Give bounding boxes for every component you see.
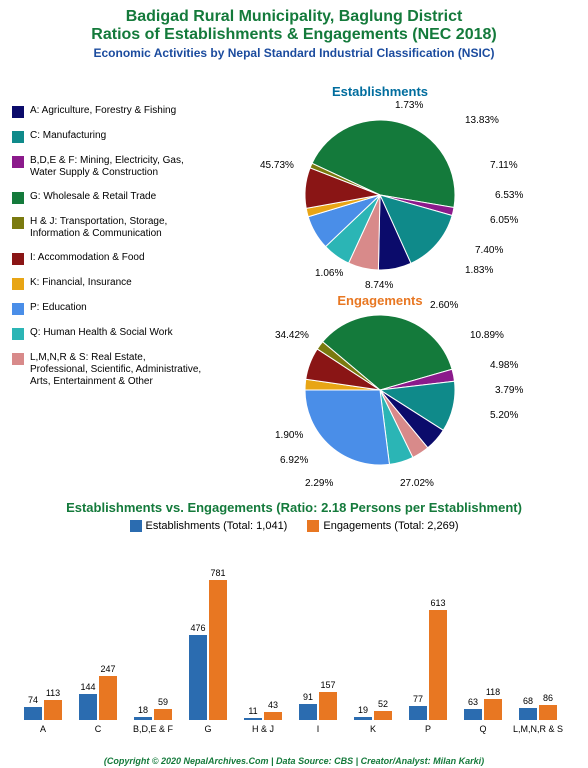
bar-legend-swatch xyxy=(307,520,319,532)
pie-label: 13.83% xyxy=(465,115,499,126)
bar-value: 157 xyxy=(313,680,343,690)
bar-category-label: P xyxy=(398,724,458,734)
pie-label: 3.79% xyxy=(495,385,523,396)
pie-label: 1.90% xyxy=(275,430,303,441)
bar-engagement xyxy=(319,692,337,720)
bar-category-label: G xyxy=(178,724,238,734)
pie-label: 5.20% xyxy=(490,410,518,421)
pie-label: 2.60% xyxy=(430,300,458,311)
pie-label: 45.73% xyxy=(260,160,294,171)
bar-value: 781 xyxy=(203,568,233,578)
bar-group: 91157I xyxy=(293,580,348,720)
bar-category-label: C xyxy=(68,724,128,734)
bar-legend-label: Engagements (Total: 2,269) xyxy=(323,520,458,532)
bar-value: 113 xyxy=(38,688,68,698)
bar-value: 613 xyxy=(423,598,453,608)
pie-label: 1.73% xyxy=(395,100,423,111)
bar-category-label: K xyxy=(343,724,403,734)
bar-engagement xyxy=(44,700,62,720)
bar-group: 1143H & J xyxy=(238,580,293,720)
bar-value: 86 xyxy=(533,693,563,703)
bar-engagement xyxy=(209,580,227,720)
bar-establishment xyxy=(519,708,537,720)
pie-label: 4.98% xyxy=(490,360,518,371)
bar-establishment xyxy=(244,718,262,720)
bar-value: 43 xyxy=(258,700,288,710)
bar-value: 59 xyxy=(148,697,178,707)
bar-category-label: I xyxy=(288,724,348,734)
bar-establishment xyxy=(79,694,97,720)
bar-engagement xyxy=(429,610,447,720)
bar-establishment xyxy=(299,704,317,720)
bar-legend-item: Engagements (Total: 2,269) xyxy=(307,520,458,532)
bar-establishment xyxy=(354,717,372,720)
bar-group: 144247C xyxy=(73,580,128,720)
bar-category-label: H & J xyxy=(233,724,293,734)
bar-establishment xyxy=(464,709,482,720)
pie-label: 6.92% xyxy=(280,455,308,466)
pie-label: 7.11% xyxy=(490,160,518,171)
bar-engagement xyxy=(99,676,117,720)
bar-legend-label: Establishments (Total: 1,041) xyxy=(146,520,288,532)
bar-legend: Establishments (Total: 1,041) Engagements… xyxy=(0,520,588,532)
bar-category-label: L,M,N,R & S xyxy=(508,724,568,734)
pie-label: 27.02% xyxy=(400,478,434,489)
bar-category-label: B,D,E & F xyxy=(123,724,183,734)
bar-engagement xyxy=(484,699,502,720)
bar-establishment xyxy=(409,706,427,720)
bar-group: 1859B,D,E & F xyxy=(128,580,183,720)
bar-engagement xyxy=(154,709,172,720)
bar-establishment xyxy=(189,635,207,720)
bar-legend-item: Establishments (Total: 1,041) xyxy=(130,520,288,532)
bar-engagement xyxy=(374,711,392,720)
bar-value: 247 xyxy=(93,664,123,674)
bar-group: 1952K xyxy=(348,580,403,720)
pie-label: 34.42% xyxy=(275,330,309,341)
bar-group: 6886L,M,N,R & S xyxy=(513,580,568,720)
bar-value: 118 xyxy=(478,687,508,697)
footer: (Copyright © 2020 NepalArchives.Com | Da… xyxy=(0,756,588,766)
pie-slice xyxy=(305,390,389,465)
pie-label: 2.29% xyxy=(305,478,333,489)
bar-engagement xyxy=(539,705,557,720)
bar-value: 52 xyxy=(368,699,398,709)
compare-title: Establishments vs. Engagements (Ratio: 2… xyxy=(0,500,588,515)
pie-label: 10.89% xyxy=(470,330,504,341)
bar-establishment xyxy=(24,707,42,720)
bar-group: 63118Q xyxy=(458,580,513,720)
bar-establishment xyxy=(134,717,152,720)
bar-engagement xyxy=(264,712,282,720)
bar-group: 74113A xyxy=(18,580,73,720)
bar-group: 77613P xyxy=(403,580,458,720)
bar-category-label: A xyxy=(13,724,73,734)
bar-chart: 74113A144247C1859B,D,E & F476781G1143H &… xyxy=(18,570,570,740)
bar-category-label: Q xyxy=(453,724,513,734)
bar-group: 476781G xyxy=(183,580,238,720)
bar-legend-swatch xyxy=(130,520,142,532)
